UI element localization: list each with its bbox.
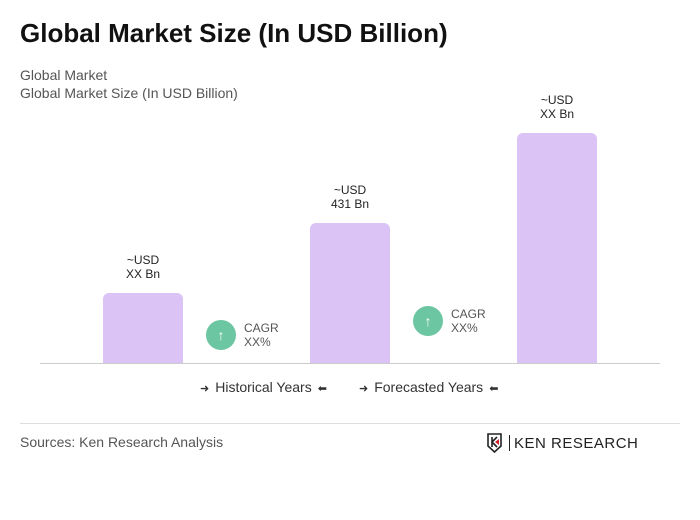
legend-label: Historical Years xyxy=(215,379,312,395)
page-title: Global Market Size (In USD Billion) xyxy=(20,18,448,48)
legend-forecasted: ➜ Forecasted Years ⬅ xyxy=(359,379,504,395)
arrow-right-icon: ➜ xyxy=(359,383,369,395)
data-label-line: XX Bn xyxy=(539,107,575,121)
cagr-label: CAGR xyxy=(244,321,279,335)
x-axis-line xyxy=(40,363,660,364)
ken-research-logo: KEN RESEARCH xyxy=(486,433,638,453)
data-label-2: ~USD 431 Bn xyxy=(290,183,410,211)
logo-text: KEN RESEARCH xyxy=(514,434,639,452)
sources-text: Sources: Ken Research Analysis xyxy=(20,434,224,450)
data-label-1: ~USD XX Bn xyxy=(83,253,203,281)
cagr-value: XX% xyxy=(451,321,478,335)
subtitle: Global Market xyxy=(20,67,108,83)
cagr-label: CAGR xyxy=(451,307,486,321)
arrow-right-icon: ➜ xyxy=(200,383,210,395)
data-label-line: XX Bn xyxy=(125,267,161,282)
data-label-line: ~USD xyxy=(126,253,160,268)
data-label-line: ~USD xyxy=(333,182,367,197)
bar-2 xyxy=(310,222,390,363)
divider xyxy=(20,423,680,424)
data-label-3: ~USD XX Bn xyxy=(497,93,617,121)
data-label-line: 431 Bn xyxy=(330,196,370,211)
legend-label: Forecasted Years xyxy=(374,379,484,395)
logo-icon xyxy=(487,433,502,453)
cagr-badge-forecast: ↑ CAGR XX% xyxy=(413,306,486,336)
arrow-left-icon: ⬅ xyxy=(489,383,499,395)
arrow-up-icon: ↑ xyxy=(206,320,236,350)
bar-3 xyxy=(517,133,597,363)
cagr-badge-historical: ↑ CAGR XX% xyxy=(206,320,279,350)
chart-subtitle: Global Market Size (In USD Billion) xyxy=(20,85,238,101)
cagr-value: XX% xyxy=(244,335,271,349)
bar-1 xyxy=(103,293,183,363)
arrow-up-icon: ↑ xyxy=(413,306,443,336)
arrow-left-icon: ⬅ xyxy=(317,383,327,395)
legend-historical: ➜ Historical Years ⬅ xyxy=(200,379,333,395)
data-label-line: ~USD xyxy=(540,93,574,107)
